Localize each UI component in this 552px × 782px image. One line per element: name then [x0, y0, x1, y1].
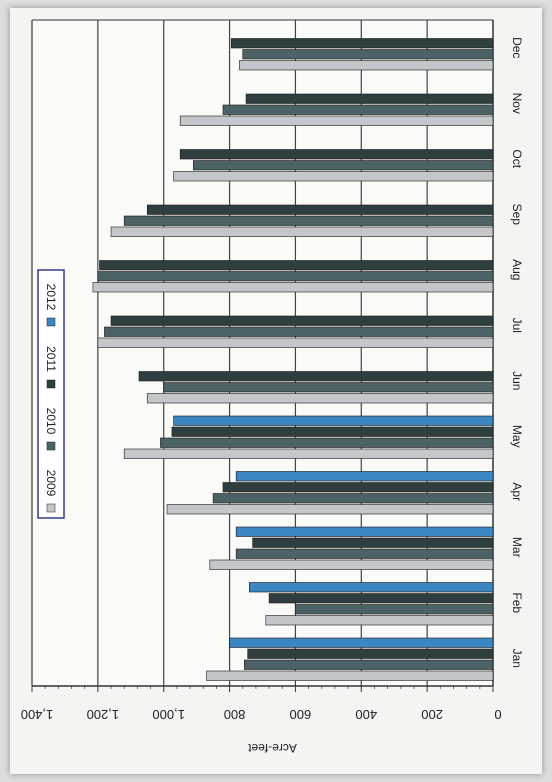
bar-jan-2012 — [229, 637, 494, 648]
bar-jul-2011 — [110, 315, 494, 326]
plot-area — [32, 20, 493, 686]
bar-dec-2009 — [239, 60, 494, 71]
value-tick-label: 800 — [224, 707, 246, 722]
legend-box — [37, 269, 65, 519]
bar-feb-2012 — [249, 582, 494, 593]
category-label: Jan — [510, 649, 524, 668]
bar-sep-2011 — [146, 204, 494, 215]
category-label: Aug — [510, 259, 524, 280]
bar-jan-2009 — [206, 670, 494, 681]
bar-mar-2012 — [235, 526, 494, 537]
bar-jun-2010 — [163, 382, 494, 393]
bar-aug-2010 — [97, 271, 494, 282]
category-label: Dec — [510, 37, 524, 58]
bar-jul-2009 — [97, 337, 494, 348]
value-tick-label: 400 — [355, 707, 377, 722]
bar-oct-2011 — [179, 149, 494, 160]
bar-dec-2011 — [230, 38, 494, 49]
paper-sheet: 0 200 400 600 800 1,000 1,200 1,400 Jan Feb Mar Apr… — [10, 8, 542, 774]
bar-oct-2010 — [193, 160, 494, 171]
value-axis-title: Acre-feet — [247, 741, 296, 755]
legend-label-2012: 2012 — [44, 284, 58, 311]
bar-mar-2011 — [252, 537, 494, 548]
bar-apr-2012 — [235, 471, 494, 482]
value-tick-label: 600 — [290, 707, 312, 722]
bar-nov-2010 — [222, 104, 494, 115]
legend-swatch-2012 — [46, 317, 56, 327]
category-label: Apr — [510, 482, 524, 501]
bar-apr-2010 — [212, 493, 494, 504]
acre-feet-bar-chart: 0 200 400 600 800 1,000 1,200 1,400 Jan Feb Mar Apr… — [21, 19, 524, 755]
bar-aug-2009 — [92, 282, 494, 293]
category-label: Mar — [510, 537, 524, 558]
bar-aug-2011 — [99, 260, 494, 271]
bar-jun-2009 — [146, 393, 494, 404]
gridlines — [31, 20, 494, 686]
bar-jul-2010 — [104, 326, 494, 337]
legend-label-2011: 2011 — [44, 346, 58, 372]
bar-nov-2009 — [179, 115, 494, 126]
bar-feb-2010 — [295, 604, 494, 615]
value-tick-label: 200 — [421, 707, 443, 722]
bar-dec-2010 — [242, 49, 494, 60]
category-label: Sep — [510, 204, 524, 226]
bar-sep-2010 — [123, 215, 494, 226]
bar-may-2011 — [171, 426, 494, 437]
legend-label-2010: 2010 — [44, 408, 58, 435]
category-label: Jul — [510, 318, 524, 333]
value-tick-label: 0 — [494, 707, 501, 722]
bars — [92, 38, 494, 681]
axes: 0 200 400 600 800 1,000 1,200 1,400 Jan Feb Mar Apr… — [21, 19, 524, 755]
value-tick-label: 1,400 — [21, 707, 54, 722]
bar-feb-2009 — [265, 615, 494, 626]
bar-feb-2011 — [268, 593, 494, 604]
bar-sep-2009 — [110, 226, 494, 237]
legend-label-2009: 2009 — [44, 470, 58, 497]
bar-oct-2009 — [173, 171, 494, 182]
bar-jun-2011 — [138, 371, 494, 382]
value-tick-label: 1,200 — [87, 707, 120, 722]
bar-apr-2009 — [166, 504, 494, 515]
bar-may-2009 — [123, 448, 494, 459]
bar-may-2010 — [160, 437, 494, 448]
legend-swatch-2009 — [46, 503, 56, 513]
value-tick-label: 1,000 — [152, 707, 185, 722]
bar-apr-2011 — [222, 482, 494, 493]
category-label: May — [510, 425, 524, 448]
category-label: Nov — [510, 93, 524, 114]
category-label: Jun — [510, 371, 524, 390]
legend: 2009 2010 2011 2012 — [37, 269, 65, 519]
category-label: Oct — [510, 149, 524, 168]
bar-nov-2011 — [245, 93, 494, 104]
bar-mar-2010 — [235, 548, 494, 559]
bar-may-2012 — [173, 415, 494, 426]
bar-mar-2009 — [209, 559, 494, 570]
bar-jan-2010 — [244, 659, 494, 670]
bar-jan-2011 — [247, 648, 494, 659]
category-label: Feb — [510, 592, 524, 613]
legend-swatch-2010 — [46, 441, 56, 451]
legend-swatch-2011 — [46, 379, 56, 389]
